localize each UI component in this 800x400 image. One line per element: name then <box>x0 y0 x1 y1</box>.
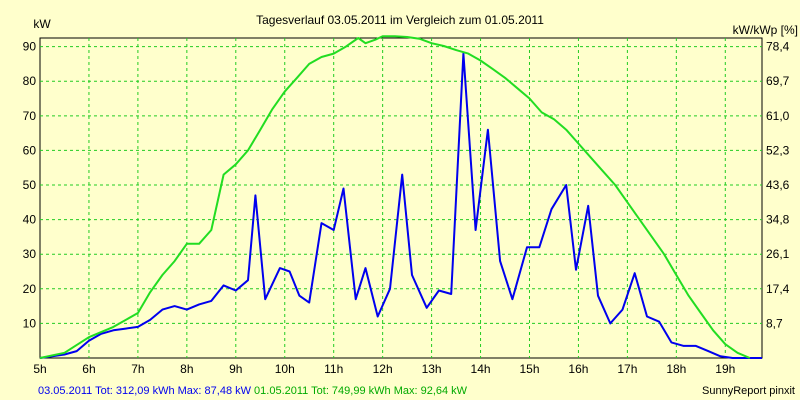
y-right-tick-label: 26,1 <box>766 247 790 261</box>
x-tick-label: 7h <box>131 362 144 376</box>
x-tick-label: 15h <box>519 362 539 376</box>
x-tick-label: 8h <box>180 362 193 376</box>
chart-title: Tagesverlauf 03.05.2011 im Vergleich zum… <box>256 13 544 27</box>
y-left-tick-label: 70 <box>23 109 37 123</box>
series-lines <box>39 35 762 359</box>
y-left-tick-label: 30 <box>23 247 37 261</box>
chart-footer: 03.05.2011 Tot: 312,09 kWh Max: 87,48 kW… <box>38 385 468 397</box>
y-right-tick-label: 43,6 <box>766 178 790 192</box>
footer-series-1-summary: 03.05.2011 Tot: 312,09 kWh Max: 87,48 kW <box>38 385 252 397</box>
x-tick-label: 5h <box>33 362 46 376</box>
axis-ticks: 5h 6h 7h 8h 9h 10h 11h 12h 13h 14h 15h 16h 17h 18h 19h… <box>23 40 790 376</box>
x-tick-label: 12h <box>373 362 393 376</box>
y-left-tick-label: 90 <box>23 40 37 54</box>
y-right-tick-label: 34,8 <box>766 213 790 227</box>
y-left-tick-label: 20 <box>23 282 37 296</box>
y-right-tick-label: 61,0 <box>766 109 790 123</box>
x-tick-label: 13h <box>422 362 442 376</box>
footer-credit: SunnyReport pinxit <box>702 385 795 397</box>
y-left-tick-label: 60 <box>23 143 37 157</box>
y-left-tick-label: 80 <box>23 74 37 88</box>
y-left-tick-label: 40 <box>23 213 37 227</box>
y-right-tick-label: 17,4 <box>766 282 790 296</box>
left-axis-unit: kW <box>33 17 51 31</box>
x-tick-label: 6h <box>82 362 95 376</box>
x-tick-label: 10h <box>275 362 295 376</box>
x-tick-label: 19h <box>715 362 735 376</box>
plot-area <box>39 37 763 359</box>
x-tick-label: 18h <box>666 362 686 376</box>
series-line-2 <box>39 35 751 359</box>
y-right-tick-label: 8,7 <box>766 316 783 330</box>
y-right-tick-label: 52,3 <box>766 143 790 157</box>
x-tick-label: 17h <box>617 362 637 376</box>
x-tick-label: 14h <box>471 362 491 376</box>
y-right-tick-label: 78,4 <box>766 40 790 54</box>
x-tick-label: 9h <box>229 362 242 376</box>
x-tick-label: 11h <box>324 362 343 376</box>
y-left-tick-label: 10 <box>23 316 37 330</box>
y-left-tick-label: 50 <box>23 178 37 192</box>
y-right-tick-label: 69,7 <box>766 74 790 88</box>
series-line-1 <box>39 52 762 359</box>
footer-series-2-summary: 01.05.2011 Tot: 749,99 kWh Max: 92,64 kW <box>251 385 468 397</box>
x-tick-label: 16h <box>568 362 588 376</box>
right-axis-unit: kW/kWp [%] <box>733 23 798 37</box>
